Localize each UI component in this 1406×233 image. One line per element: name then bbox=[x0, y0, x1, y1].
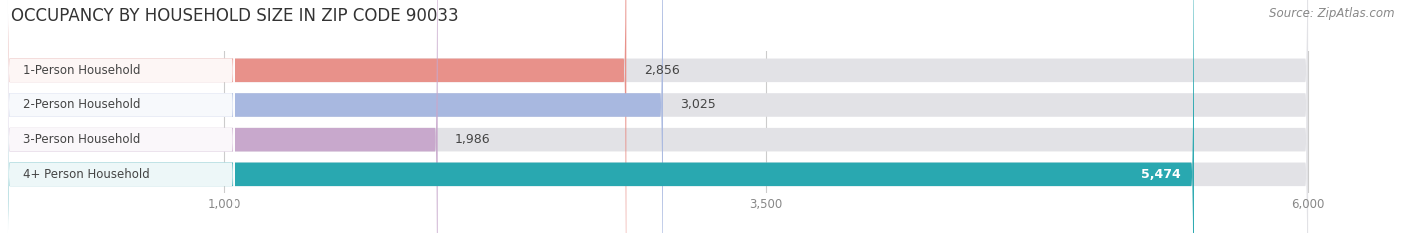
Text: OCCUPANCY BY HOUSEHOLD SIZE IN ZIP CODE 90033: OCCUPANCY BY HOUSEHOLD SIZE IN ZIP CODE … bbox=[11, 7, 458, 25]
FancyBboxPatch shape bbox=[7, 0, 1308, 233]
Text: 5,474: 5,474 bbox=[1142, 168, 1181, 181]
FancyBboxPatch shape bbox=[7, 0, 437, 233]
Text: 3-Person Household: 3-Person Household bbox=[22, 133, 141, 146]
Text: 1,986: 1,986 bbox=[456, 133, 491, 146]
Text: 3,025: 3,025 bbox=[681, 99, 716, 112]
Text: 4+ Person Household: 4+ Person Household bbox=[22, 168, 149, 181]
Text: 2-Person Household: 2-Person Household bbox=[22, 99, 141, 112]
FancyBboxPatch shape bbox=[7, 0, 235, 233]
FancyBboxPatch shape bbox=[7, 0, 664, 233]
FancyBboxPatch shape bbox=[7, 0, 235, 233]
Text: Source: ZipAtlas.com: Source: ZipAtlas.com bbox=[1270, 7, 1395, 20]
FancyBboxPatch shape bbox=[7, 0, 626, 233]
FancyBboxPatch shape bbox=[7, 0, 235, 233]
FancyBboxPatch shape bbox=[7, 0, 1308, 233]
Text: 1-Person Household: 1-Person Household bbox=[22, 64, 141, 77]
Text: 2,856: 2,856 bbox=[644, 64, 679, 77]
FancyBboxPatch shape bbox=[7, 0, 235, 233]
FancyBboxPatch shape bbox=[7, 0, 1194, 233]
FancyBboxPatch shape bbox=[7, 0, 1308, 233]
FancyBboxPatch shape bbox=[7, 0, 1308, 233]
